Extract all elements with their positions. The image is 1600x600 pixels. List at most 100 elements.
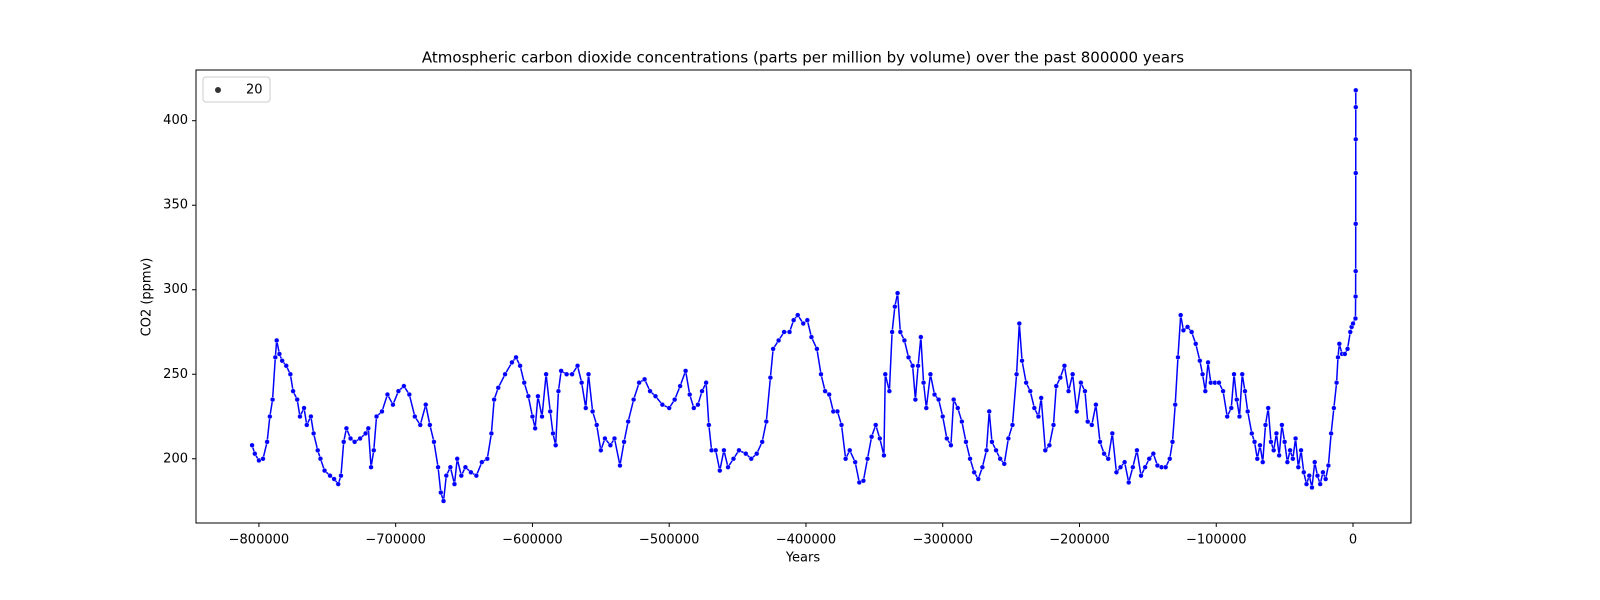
x-tick-label: −700000	[365, 533, 426, 548]
data-point	[687, 391, 693, 398]
data-point	[1306, 473, 1312, 479]
data-point	[1009, 422, 1016, 428]
data-point	[1057, 375, 1063, 381]
data-point	[1113, 469, 1120, 475]
data-point	[1328, 430, 1334, 437]
data-point	[1320, 469, 1326, 475]
data-point	[269, 397, 276, 403]
y-tick-label: 350	[163, 198, 188, 213]
data-point	[1013, 371, 1020, 377]
data-point	[1126, 479, 1132, 486]
data-point	[1169, 439, 1176, 445]
data-point	[1184, 324, 1191, 330]
data-point	[272, 354, 278, 360]
data-point	[1046, 442, 1052, 448]
data-point	[1303, 481, 1310, 487]
data-point	[488, 430, 495, 437]
data-point	[555, 388, 562, 394]
x-tick-label: 0	[1349, 533, 1357, 548]
data-point	[443, 473, 449, 479]
data-point	[1353, 221, 1359, 227]
data-point	[1097, 439, 1103, 445]
data-point	[495, 385, 501, 391]
data-point	[721, 447, 727, 453]
data-point	[1035, 413, 1042, 420]
data-point	[691, 405, 697, 411]
data-point	[550, 430, 556, 437]
data-point	[535, 393, 541, 399]
data-point	[786, 329, 793, 335]
data-point	[877, 435, 883, 442]
data-point	[1257, 442, 1263, 448]
data-point	[940, 413, 946, 420]
legend: 20	[202, 76, 271, 103]
data-point	[1334, 380, 1340, 386]
data-point	[260, 456, 266, 462]
x-tick-label: −800000	[229, 533, 290, 548]
data-point	[1336, 341, 1342, 347]
data-point	[308, 413, 314, 420]
data-point	[509, 359, 515, 366]
data-point	[454, 456, 460, 462]
data-point	[986, 408, 992, 415]
data-point	[447, 464, 453, 470]
data-point	[427, 422, 433, 428]
data-point	[1117, 464, 1124, 470]
data-point	[886, 388, 892, 394]
data-point	[249, 442, 255, 448]
data-point	[975, 476, 981, 482]
data-point	[1038, 395, 1044, 401]
data-point	[647, 388, 653, 394]
data-point	[625, 418, 631, 425]
data-point	[558, 368, 564, 374]
data-point	[611, 435, 618, 442]
data-point	[1105, 456, 1111, 462]
data-point	[743, 451, 749, 457]
data-point	[331, 476, 337, 482]
data-point	[315, 447, 321, 453]
data-point	[1262, 422, 1269, 428]
data-point	[379, 408, 385, 415]
data-point	[1287, 447, 1293, 453]
data-point	[301, 405, 307, 411]
data-point	[748, 456, 754, 462]
data-point	[881, 452, 887, 458]
data-point	[1163, 464, 1169, 470]
data-point	[703, 380, 709, 386]
data-point	[631, 397, 637, 403]
data-point	[1353, 170, 1359, 176]
data-point	[1254, 456, 1260, 462]
legend-label: 20	[246, 83, 263, 98]
data-point	[1193, 341, 1199, 347]
data-point	[317, 456, 324, 462]
y-axis-label: CO2 (ppmv)	[140, 258, 155, 337]
data-point	[905, 354, 912, 360]
data-point	[543, 371, 549, 377]
data-point	[1001, 461, 1007, 467]
data-point	[860, 478, 867, 484]
data-point	[736, 447, 742, 453]
data-point	[347, 435, 354, 442]
data-point	[923, 405, 929, 411]
data-point	[1150, 451, 1156, 457]
data-point	[529, 413, 536, 420]
x-axis-label: Years	[785, 551, 821, 566]
data-point	[1065, 388, 1072, 394]
data-point	[1353, 293, 1359, 300]
data-point	[352, 439, 358, 445]
data-point	[997, 456, 1003, 462]
data-point	[521, 380, 527, 386]
data-point	[547, 408, 553, 415]
data-point	[1276, 452, 1282, 458]
data-point	[1325, 462, 1331, 469]
data-point	[1298, 447, 1304, 453]
data-point	[979, 464, 985, 470]
legend-box	[202, 76, 271, 103]
data-point	[440, 498, 447, 504]
data-point	[1089, 422, 1095, 428]
data-point	[1005, 435, 1011, 442]
data-point	[901, 337, 908, 344]
data-point	[517, 363, 523, 369]
data-point	[1331, 405, 1337, 411]
data-point	[1019, 358, 1025, 364]
